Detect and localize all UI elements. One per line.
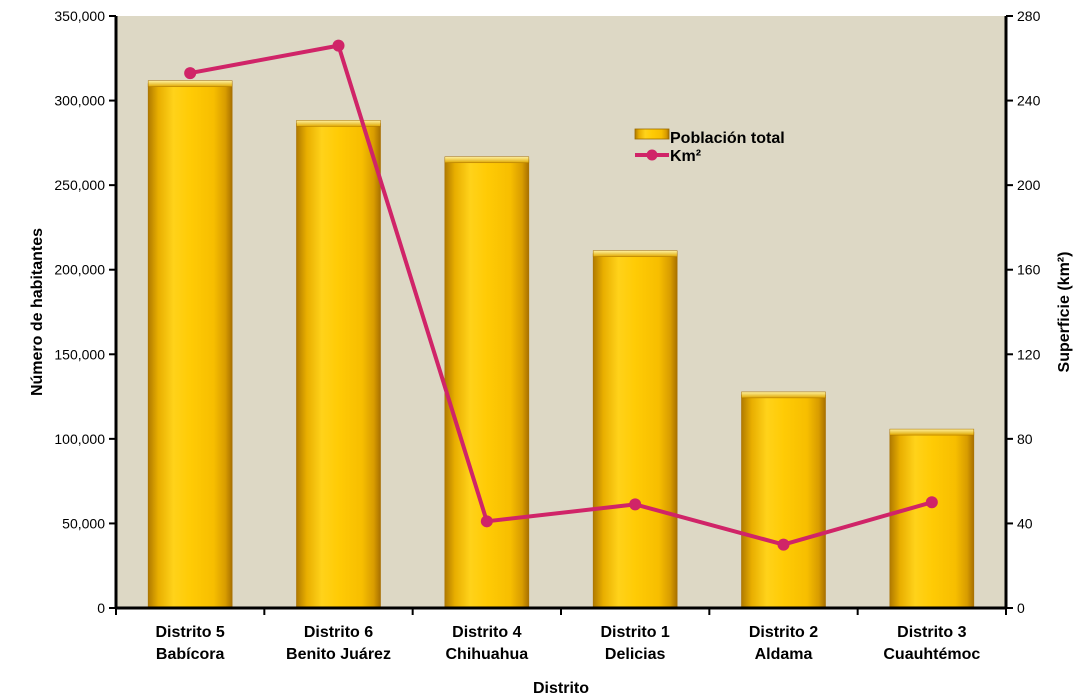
- category-label-line2: Cuauhtémoc: [883, 646, 980, 663]
- legend-label-bar: Población total: [670, 130, 785, 147]
- axes: [114, 16, 1008, 615]
- line-series: [184, 39, 938, 551]
- category-label-line1: Distrito 4: [452, 624, 521, 641]
- category-labels: Distrito 5 Babícora Distrito 6 Benito Juáre…: [155, 624, 980, 663]
- line-point: [925, 496, 938, 509]
- bar: [147, 83, 233, 609]
- y2-axis-title: Superficie (km²): [1056, 252, 1073, 373]
- y2-tick-label: 200: [1017, 177, 1041, 193]
- y-tick-label: 50,000: [62, 515, 105, 531]
- bar-top: [592, 250, 678, 257]
- category-label-line2: Benito Juárez: [286, 646, 391, 663]
- line-point: [184, 67, 197, 80]
- y2-tick-label: 120: [1017, 346, 1041, 362]
- bar-top: [444, 156, 530, 164]
- bar: [296, 123, 381, 609]
- legend-line-marker: [646, 149, 658, 161]
- y-tick-label: 150,000: [54, 346, 105, 362]
- bar-top: [741, 391, 826, 399]
- legend-label-line: Km²: [670, 148, 701, 165]
- legend-bar-swatch: [634, 128, 670, 140]
- line-point: [777, 538, 790, 551]
- y-axis-title: Número de habitantes: [29, 228, 46, 396]
- legend: Población total Km²: [634, 128, 785, 165]
- series-line: [189, 43, 933, 547]
- category-label-line2: Chihuahua: [445, 646, 528, 663]
- y2-tick-label: 0: [1017, 600, 1025, 616]
- bar-series: [147, 80, 975, 609]
- y2-tick-label: 240: [1017, 93, 1041, 109]
- category-label-line1: Distrito 1: [600, 624, 669, 641]
- y2-tick-label: 80: [1017, 431, 1033, 447]
- y2-tick-label: 40: [1017, 515, 1033, 531]
- category-label-line1: Distrito 5: [155, 624, 224, 641]
- y-tick-label: 250,000: [54, 177, 105, 193]
- y2-tick-label: 160: [1017, 262, 1041, 278]
- category-label-line1: Distrito 2: [749, 624, 818, 641]
- y-tick-label: 200,000: [54, 262, 105, 278]
- bar: [444, 159, 530, 609]
- category-label-line2: Aldama: [755, 646, 813, 663]
- bar-top: [296, 120, 381, 127]
- line-point: [480, 515, 493, 528]
- category-label-line1: Distrito 3: [897, 624, 966, 641]
- right-axis-ticks: 0 40 80 120 160 200 240 280: [1006, 8, 1041, 616]
- bar-top: [889, 428, 975, 436]
- plot-area: [116, 16, 1006, 608]
- y-tick-label: 300,000: [54, 93, 105, 109]
- category-label-line2: Babícora: [156, 646, 225, 663]
- y2-tick-label: 280: [1017, 8, 1041, 24]
- bar-top: [147, 80, 233, 87]
- y-tick-label: 0: [97, 600, 105, 616]
- category-label-line1: Distrito 6: [304, 624, 373, 641]
- line-point: [332, 39, 345, 52]
- bar: [889, 431, 975, 609]
- x-axis-title: Distrito: [533, 680, 589, 697]
- y-tick-label: 350,000: [54, 8, 105, 24]
- line-point: [629, 498, 642, 511]
- category-label-line2: Delicias: [605, 646, 666, 663]
- bar: [592, 253, 678, 609]
- bar: [741, 394, 826, 609]
- y-tick-label: 100,000: [54, 431, 105, 447]
- left-axis-ticks: 0 50,000 100,000 150,000 200,000 250,000 300,0…: [54, 8, 116, 616]
